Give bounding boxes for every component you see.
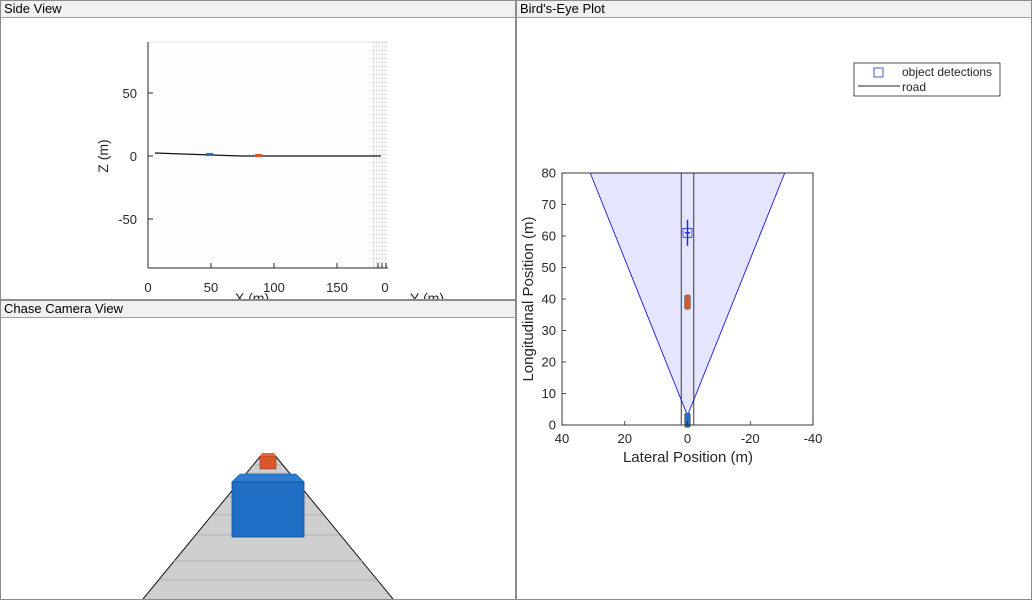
y-tick-label: 60: [542, 229, 556, 244]
side-view-axes[interactable]: 50 0 -50 0 50 100 150 0 Z (m) X (m) Y (m…: [1, 1, 516, 300]
y-tick-label: 40: [542, 292, 556, 307]
side-xtick: 150: [326, 280, 348, 295]
side-view-ylabel: Z (m): [95, 139, 111, 172]
y-tick-label: 70: [542, 197, 556, 212]
x-axis-label: Lateral Position (m): [623, 449, 753, 466]
side-view-y-ticks: 50 0 -50: [118, 86, 137, 227]
chase-camera-panel: Chase Camera View: [0, 300, 516, 600]
chase-camera-scene[interactable]: [1, 301, 516, 600]
birds-eye-panel: Bird's-Eye Plot 40 20 0 -20 -40 0 10 20 30 40 50 6…: [516, 0, 1032, 600]
legend-detection-label: object detections: [902, 65, 992, 79]
target-vehicle-marker: [684, 294, 691, 310]
y-axis-label: Longitudinal Position (m): [520, 216, 537, 381]
x-tick-label: 0: [684, 431, 691, 446]
ego-vehicle: [231, 473, 305, 538]
x-tick-label: 20: [618, 431, 632, 446]
side-xtick: 0: [144, 280, 151, 295]
ego-vehicle-marker: [684, 412, 691, 428]
y-tick-label: 30: [542, 323, 556, 338]
x-tick-label: 40: [555, 431, 569, 446]
birds-eye-axes[interactable]: 40 20 0 -20 -40 0 10 20 30 40 50 60 70 80 Lateral Po…: [517, 1, 1032, 600]
x-tick-label: -40: [804, 431, 823, 446]
side-view-title: Side View: [1, 1, 515, 18]
y-tick-label: 0: [549, 418, 556, 433]
side-view-road: [154, 152, 381, 157]
side-view-x-ticks: 0 50 100 150 0: [144, 280, 388, 295]
side-xtick: 100: [263, 280, 285, 295]
side-xtick: 0: [381, 280, 388, 295]
y-tick-label: 10: [542, 386, 556, 401]
side-view-ylabel2: Y (m): [410, 290, 444, 300]
side-xtick: 50: [204, 280, 218, 295]
side-view-ego-vehicle: [206, 153, 213, 156]
y-tick-label: 20: [542, 355, 556, 370]
side-view-xlabel: X (m): [235, 290, 269, 300]
legend-road-label: road: [902, 80, 926, 94]
chase-camera-title: Chase Camera View: [1, 301, 515, 318]
x-tick-label: -20: [741, 431, 760, 446]
legend-detection-marker: [873, 67, 884, 78]
side-view-target-vehicle: [255, 154, 262, 157]
y-tick-label: 80: [542, 166, 556, 181]
birds-eye-title: Bird's-Eye Plot: [517, 1, 1031, 18]
target-vehicle: [259, 453, 277, 470]
side-ytick: 50: [123, 86, 137, 101]
side-ytick: 0: [130, 149, 137, 164]
legend[interactable]: object detections road: [853, 62, 1001, 97]
side-view-panel: Side View 50 0 -50 0 50 100 150: [0, 0, 516, 300]
y-tick-label: 50: [542, 260, 556, 275]
side-ytick: -50: [118, 212, 137, 227]
